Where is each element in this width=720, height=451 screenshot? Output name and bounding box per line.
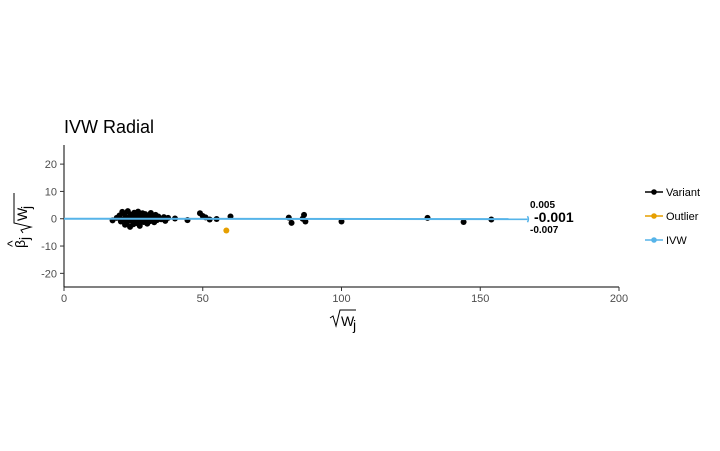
y-tick-label: 20 xyxy=(45,159,57,171)
variant-point xyxy=(301,211,308,218)
legend-item-variant: Variant xyxy=(645,187,700,199)
variant-point xyxy=(136,222,143,229)
x-tick-label: 100 xyxy=(332,293,350,305)
svg-text:^: ^ xyxy=(4,240,20,247)
legend-key-point xyxy=(651,189,657,195)
y-tick-label: -20 xyxy=(41,268,57,280)
variant-point xyxy=(460,219,467,226)
legend-label: Variant xyxy=(666,187,700,199)
y-tick-label: 10 xyxy=(45,186,57,198)
x-tick-label: 150 xyxy=(471,293,489,305)
y-tick-label: 0 xyxy=(51,214,57,226)
x-tick-label: 200 xyxy=(610,293,628,305)
y-tick-label: -10 xyxy=(41,241,57,253)
x-axis-ticks: 0 50 100 150 200 xyxy=(61,287,628,305)
x-axis-title: W j xyxy=(329,309,356,333)
variant-point xyxy=(147,209,154,216)
svg-text:j: j xyxy=(352,317,356,333)
ci-lower-label: -0.007 xyxy=(530,225,559,236)
ivw-ci-arc xyxy=(526,215,530,223)
outlier-point xyxy=(223,227,230,234)
svg-text:W: W xyxy=(341,313,355,329)
ci-upper-label: 0.005 xyxy=(530,200,555,211)
legend-label: IVW xyxy=(666,235,687,247)
x-tick-label: 0 xyxy=(61,293,67,305)
legend-key-point xyxy=(651,213,657,219)
legend: Variant Outlier IVW xyxy=(645,187,700,247)
y-axis-ticks: -20 -10 0 10 20 xyxy=(41,159,64,280)
ivw-arc-mark xyxy=(526,215,530,223)
svg-text:j: j xyxy=(16,237,32,241)
svg-text:j: j xyxy=(18,206,34,210)
y-axis-title: β ^ j W j xyxy=(4,193,34,248)
legend-key-point xyxy=(651,237,657,243)
svg-text:W: W xyxy=(14,207,30,221)
svg-text:β: β xyxy=(12,240,28,248)
x-tick-label: 50 xyxy=(197,293,209,305)
legend-item-ivw: IVW xyxy=(645,235,687,247)
variant-point xyxy=(288,219,295,226)
legend-item-outlier: Outlier xyxy=(645,211,699,223)
legend-label: Outlier xyxy=(666,211,699,223)
data-points xyxy=(109,208,495,234)
estimate-label: -0.001 xyxy=(534,209,574,225)
chart-title: IVW Radial xyxy=(64,117,154,137)
